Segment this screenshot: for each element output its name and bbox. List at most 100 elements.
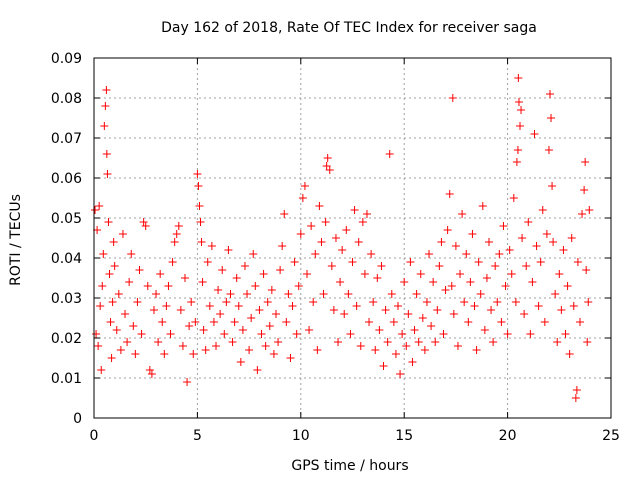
data-point (152, 290, 161, 298)
data-point (336, 278, 345, 286)
data-point (92, 330, 101, 338)
data-point (218, 266, 227, 274)
data-point (427, 322, 436, 330)
data-point (480, 326, 489, 334)
data-point (476, 290, 485, 298)
data-point (581, 158, 590, 166)
data-point (121, 310, 130, 318)
data-point (226, 290, 235, 298)
data-point (451, 242, 460, 250)
data-point (582, 266, 591, 274)
data-point (193, 170, 202, 178)
data-point (340, 310, 349, 318)
data-point (578, 210, 587, 218)
data-point (491, 262, 500, 270)
data-point (497, 318, 506, 326)
data-point (102, 150, 111, 158)
data-point (331, 234, 340, 242)
data-point (104, 218, 113, 226)
data-point (327, 262, 336, 270)
data-point (309, 298, 318, 306)
data-point (164, 282, 173, 290)
data-point (377, 262, 386, 270)
data-point (209, 318, 218, 326)
data-point (352, 302, 361, 310)
x-tick-label: 25 (602, 428, 620, 444)
data-point (433, 306, 442, 314)
data-point (338, 246, 347, 254)
x-tick-label: 10 (292, 428, 310, 444)
data-point (478, 202, 487, 210)
data-point (458, 210, 467, 218)
data-point (448, 94, 457, 102)
data-point (91, 206, 100, 214)
data-point (280, 210, 289, 218)
data-point (96, 302, 105, 310)
y-tick-label: 0.05 (51, 211, 82, 227)
data-point (580, 186, 589, 194)
data-point (147, 370, 156, 378)
data-point (518, 234, 527, 242)
data-point (573, 258, 582, 266)
data-point (323, 154, 332, 162)
data-point (482, 274, 491, 282)
y-tick-label: 0.03 (51, 291, 82, 307)
data-point (350, 206, 359, 214)
data-point (240, 262, 249, 270)
data-point (443, 226, 452, 234)
data-point (563, 282, 572, 290)
data-point (447, 282, 456, 290)
data-point (174, 222, 183, 230)
data-point (269, 350, 278, 358)
data-point (261, 342, 270, 350)
data-point (540, 318, 549, 326)
data-point (189, 350, 198, 358)
data-point (507, 270, 516, 278)
data-point (505, 246, 514, 254)
data-point (484, 238, 493, 246)
data-point (567, 234, 576, 242)
x-tick-label: 15 (395, 428, 413, 444)
data-point (534, 302, 543, 310)
data-point (437, 238, 446, 246)
data-point (410, 326, 419, 334)
data-point (236, 358, 245, 366)
data-point (139, 218, 148, 226)
data-point (199, 326, 208, 334)
data-point (127, 250, 136, 258)
data-point (532, 242, 541, 250)
data-point (288, 302, 297, 310)
data-point (168, 258, 177, 266)
data-point (172, 230, 181, 238)
data-point (123, 338, 132, 346)
data-point (253, 366, 262, 374)
data-point (422, 298, 431, 306)
data-point (156, 270, 165, 278)
data-point (391, 350, 400, 358)
data-point (257, 330, 266, 338)
data-point (470, 302, 479, 310)
data-point (222, 298, 231, 306)
data-point (292, 330, 301, 338)
data-point (180, 274, 189, 282)
data-point (319, 290, 328, 298)
data-point (224, 246, 233, 254)
data-point (365, 318, 374, 326)
data-point (300, 182, 309, 190)
data-point (536, 258, 545, 266)
data-point (216, 310, 225, 318)
data-point (414, 338, 423, 346)
y-tick-label: 0.08 (51, 91, 82, 107)
data-point (251, 282, 260, 290)
data-point (170, 238, 179, 246)
data-point (118, 230, 127, 238)
data-point (402, 342, 411, 350)
data-point (101, 102, 110, 110)
data-point (149, 306, 158, 314)
data-point (234, 302, 243, 310)
data-point (131, 350, 140, 358)
y-tick-label: 0.06 (51, 171, 82, 187)
data-point (282, 318, 291, 326)
